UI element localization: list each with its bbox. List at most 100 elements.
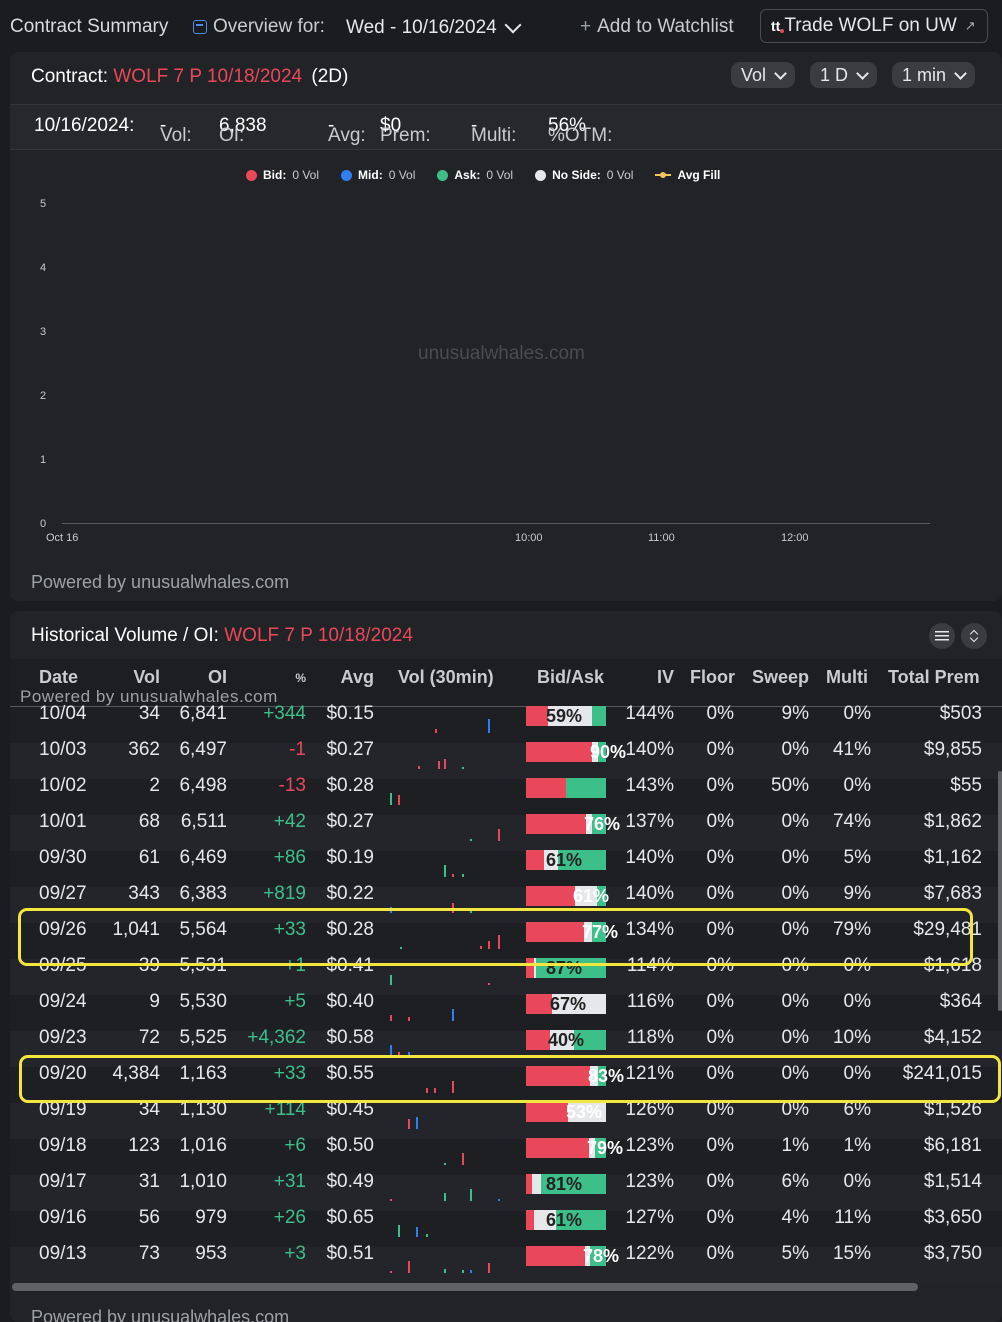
cell-oi-change: -1 bbox=[289, 739, 306, 760]
x-axis-line bbox=[62, 523, 930, 524]
col-total-prem[interactable]: Total Prem bbox=[888, 667, 980, 687]
cell-sweep: 0% bbox=[781, 883, 809, 904]
legend-ask[interactable]: Ask: 0 Vol bbox=[437, 168, 513, 182]
cell-oi-change: +114 bbox=[264, 1099, 306, 1120]
trade-label: Trade WOLF on UW bbox=[784, 15, 957, 36]
historical-panel: Historical Volume / OI: WOLF 7 P 10/18/2… bbox=[10, 611, 1002, 1322]
volume-spark-bar bbox=[438, 761, 440, 769]
date-selector[interactable]: Wed - 10/16/2024 bbox=[346, 16, 522, 39]
cell-oi-change: +344 bbox=[263, 703, 306, 724]
vol-30min-sparkline bbox=[390, 1249, 500, 1273]
contract-header: Contract: WOLF 7 P 10/18/2024 (2D) bbox=[31, 66, 348, 88]
table-row[interactable]: 09/26 1,041 5,564 +33 $0.28 77% 134% 0% 0% 79% $29… bbox=[10, 919, 1002, 959]
col-sweep[interactable]: Sweep bbox=[752, 667, 810, 687]
bid-ask-bar: 40% bbox=[526, 1030, 606, 1050]
table-row[interactable]: 09/17 31 1,010 +31 $0.49 81% 123% 0% 6% 0% $1,514 bbox=[10, 1171, 1002, 1211]
mid-dot-icon bbox=[341, 169, 353, 181]
metric-dropdown[interactable]: Vol bbox=[731, 62, 796, 88]
vol-30min-sparkline bbox=[390, 853, 500, 877]
bid-ask-percent: 81% bbox=[546, 1174, 583, 1194]
bid-ask-bar: 78% bbox=[526, 1246, 619, 1266]
table-row[interactable]: 09/27 343 6,383 +819 $0.22 61% 140% 0% 0% 9% $7,68… bbox=[10, 883, 1002, 923]
vertical-scrollbar[interactable] bbox=[998, 771, 1002, 1011]
bid-ask-percent: 67% bbox=[550, 994, 587, 1014]
contract-symbol[interactable]: WOLF 7 P 10/18/2024 bbox=[113, 66, 303, 87]
table-row[interactable]: 09/13 73 953 +3 $0.51 78% 122% 0% 5% 15% $3,750 bbox=[10, 1243, 1002, 1283]
table-row[interactable]: 10/02 2 6,498 -13 $0.28 143% 0% 50% 0% $55 bbox=[10, 775, 1002, 815]
cell-sweep: 50% bbox=[770, 775, 809, 796]
filter-settings-button[interactable] bbox=[929, 623, 955, 649]
cell-multi: 0% bbox=[843, 991, 871, 1012]
mid-segment bbox=[550, 1030, 574, 1050]
volume-spark-bar bbox=[488, 719, 490, 733]
cell-oi: 5,564 bbox=[179, 919, 227, 940]
volume-spark-bar bbox=[488, 983, 490, 985]
legend-mid[interactable]: Mid: 0 Vol bbox=[341, 168, 415, 182]
legend-bid[interactable]: Bid: 0 Vol bbox=[246, 168, 319, 182]
table-row[interactable]: 09/30 61 6,469 +86 $0.19 61% 140% 0% 0% 5% $1,162 bbox=[10, 847, 1002, 887]
chevron-down-icon bbox=[856, 66, 869, 80]
col-floor[interactable]: Floor bbox=[690, 667, 735, 687]
cell-date: 09/19 bbox=[39, 1099, 87, 1120]
cell-oi: 1,010 bbox=[179, 1171, 227, 1192]
vol-30min-sparkline bbox=[390, 997, 500, 1021]
cell-iv: 143% bbox=[625, 775, 674, 796]
col-avg[interactable]: Avg bbox=[340, 667, 374, 687]
table-row[interactable]: 09/23 72 5,525 +4,362 $0.58 40% 118% 0% 0% 10% $4,… bbox=[10, 1027, 1002, 1067]
cell-date: 10/02 bbox=[39, 775, 87, 796]
cell-multi: 79% bbox=[832, 919, 871, 940]
cell-floor: 0% bbox=[706, 883, 734, 904]
col-vol[interactable]: Vol bbox=[133, 667, 160, 687]
cell-total-prem: $1,514 bbox=[923, 1171, 982, 1192]
add-to-watchlist-button[interactable]: + Add to Watchlist bbox=[580, 16, 734, 38]
x-tick-label: Oct 16 bbox=[46, 532, 79, 544]
cell-oi-change: +6 bbox=[284, 1135, 306, 1156]
legend-no-side[interactable]: No Side: 0 Vol bbox=[535, 168, 633, 182]
tastytrade-logo-icon: tt bbox=[771, 18, 785, 34]
cell-iv: 134% bbox=[625, 919, 674, 940]
historical-label: Historical Volume / OI: bbox=[31, 625, 219, 646]
legend-avg-fill[interactable]: Avg Fill bbox=[655, 168, 720, 182]
mid-segment bbox=[584, 922, 592, 942]
interval-dropdown[interactable]: 1 min bbox=[892, 62, 976, 88]
col-vol-30min[interactable]: Vol (30min) bbox=[398, 667, 494, 687]
range-dropdown[interactable]: 1 D bbox=[810, 62, 878, 88]
bid-ask-percent: 83% bbox=[588, 1066, 625, 1086]
volume-spark-bar bbox=[416, 1117, 418, 1129]
table-row[interactable]: 10/01 68 6,511 +42 $0.27 76% 137% 0% 0% 74% $1,862 bbox=[10, 811, 1002, 851]
cell-oi: 6,469 bbox=[179, 847, 227, 868]
cell-floor: 0% bbox=[706, 811, 734, 832]
bid-ask-bar: 79% bbox=[526, 1138, 623, 1158]
table-row[interactable]: 10/04 34 6,841 +344 $0.15 59% 144% 0% 9% 0% $503 bbox=[10, 703, 1002, 743]
cell-floor: 0% bbox=[706, 739, 734, 760]
cell-floor: 0% bbox=[706, 703, 734, 724]
col-multi[interactable]: Multi bbox=[826, 667, 868, 687]
expand-collapse-button[interactable] bbox=[961, 623, 987, 649]
cell-iv: 116% bbox=[626, 991, 674, 1012]
cell-oi-change: +33 bbox=[273, 1063, 306, 1084]
col-oi-change[interactable]: % bbox=[295, 671, 306, 685]
table-row[interactable]: 09/24 9 5,530 +5 $0.40 67% 116% 0% 0% 0% $364 bbox=[10, 991, 1002, 1031]
volume-spark-bar bbox=[408, 1119, 410, 1129]
bid-ask-bar: 61% bbox=[526, 850, 606, 870]
table-row[interactable]: 10/03 362 6,497 -1 $0.27 90% 140% 0% 0% 41% $9,855 bbox=[10, 739, 1002, 779]
col-date[interactable]: Date bbox=[39, 667, 79, 687]
bid-segment bbox=[526, 742, 592, 762]
col-bid-ask[interactable]: Bid/Ask bbox=[537, 667, 605, 687]
cell-iv: 118% bbox=[626, 1027, 674, 1048]
stat-otm: %OTM: 56% bbox=[548, 115, 613, 146]
table-row[interactable]: 09/19 34 1,130 +114 $0.45 53% 126% 0% 0% 6% $1,526 bbox=[10, 1099, 1002, 1139]
x-tick-label: 12:00 bbox=[781, 532, 809, 544]
table-row[interactable]: 09/20 4,384 1,163 +33 $0.55 83% 121% 0% 0% 0% $241… bbox=[10, 1063, 1002, 1103]
table-row[interactable]: 09/16 56 979 +26 $0.65 61% 127% 0% 4% 11% $3,650 bbox=[10, 1207, 1002, 1247]
horizontal-scrollbar[interactable] bbox=[12, 1283, 918, 1291]
table-row[interactable]: 09/18 123 1,016 +6 $0.50 79% 123% 0% 1% 1% $6,181 bbox=[10, 1135, 1002, 1175]
volume-spark-bar bbox=[462, 1270, 464, 1273]
col-oi[interactable]: OI bbox=[207, 667, 227, 687]
cell-vol: 2 bbox=[149, 775, 160, 796]
trade-button[interactable]: tt Trade WOLF on UW ↗ bbox=[760, 9, 988, 43]
col-iv[interactable]: IV bbox=[656, 667, 674, 687]
volume-spark-bar bbox=[390, 1045, 392, 1057]
cell-floor: 0% bbox=[706, 1027, 734, 1048]
bid-ask-bar: 83% bbox=[526, 1066, 624, 1086]
